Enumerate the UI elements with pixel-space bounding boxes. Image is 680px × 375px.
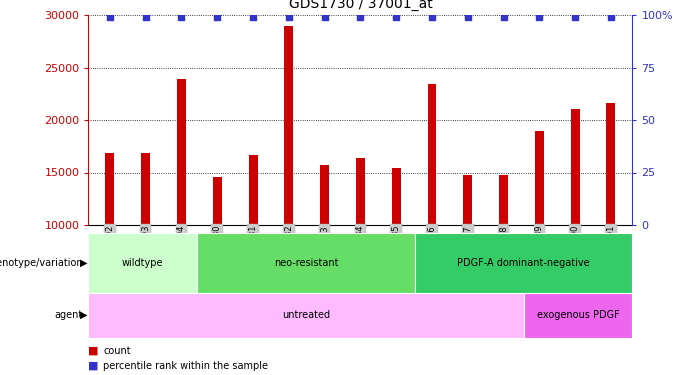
Point [498, 14, 509, 20]
Text: GSM34580: GSM34580 [213, 225, 222, 270]
Text: untreated: untreated [282, 310, 330, 320]
Point [248, 14, 258, 20]
Bar [499, 175, 508, 225]
Text: GSM34584: GSM34584 [356, 225, 365, 270]
Text: PDGF-A dominant-negative: PDGF-A dominant-negative [457, 258, 590, 267]
Point [211, 14, 222, 20]
Text: neo-resistant: neo-resistant [274, 258, 338, 267]
Text: GSM34582: GSM34582 [284, 225, 293, 270]
Bar [392, 168, 401, 225]
Bar [141, 153, 150, 225]
Bar [320, 165, 329, 225]
Point [462, 14, 473, 20]
Point [105, 14, 116, 20]
Point [605, 14, 616, 20]
Text: ■: ■ [88, 346, 103, 355]
Text: GSM34581: GSM34581 [248, 225, 258, 270]
Text: GSM34587: GSM34587 [463, 225, 473, 271]
Bar [284, 26, 293, 225]
Text: GSM34589: GSM34589 [535, 225, 544, 270]
Bar [524, 292, 632, 338]
Point [570, 14, 581, 20]
Bar [105, 153, 114, 225]
Point [426, 14, 437, 20]
Text: ■: ■ [88, 361, 103, 370]
Text: exogenous PDGF: exogenous PDGF [537, 310, 619, 320]
Bar [88, 292, 524, 338]
Bar [535, 130, 544, 225]
Text: agent: agent [54, 310, 83, 320]
Bar [88, 232, 197, 292]
Bar [356, 158, 365, 225]
Text: genotype/variation: genotype/variation [0, 258, 83, 267]
Title: GDS1730 / 37001_at: GDS1730 / 37001_at [288, 0, 432, 11]
Text: GSM34591: GSM34591 [607, 225, 615, 270]
Text: GSM34590: GSM34590 [571, 225, 579, 270]
Text: GSM34594: GSM34594 [177, 225, 186, 270]
Text: GSM34593: GSM34593 [141, 225, 150, 270]
Text: ▶: ▶ [80, 258, 88, 267]
Bar [607, 103, 615, 225]
Text: GSM34592: GSM34592 [105, 225, 114, 270]
Text: GSM34586: GSM34586 [428, 225, 437, 271]
Text: ▶: ▶ [80, 310, 88, 320]
Text: GSM34588: GSM34588 [499, 225, 508, 271]
Bar [249, 154, 258, 225]
Point [319, 14, 330, 20]
Point [284, 14, 294, 20]
Text: GSM34583: GSM34583 [320, 225, 329, 271]
Point [391, 14, 402, 20]
Point [176, 14, 187, 20]
Point [140, 14, 151, 20]
Bar [463, 175, 472, 225]
Bar [428, 84, 437, 225]
Bar [571, 110, 579, 225]
Text: percentile rank within the sample: percentile rank within the sample [103, 361, 269, 370]
Bar [213, 177, 222, 225]
Bar [197, 232, 415, 292]
Text: GSM34585: GSM34585 [392, 225, 401, 270]
Bar [415, 232, 632, 292]
Text: wildtype: wildtype [122, 258, 164, 267]
Point [534, 14, 545, 20]
Bar [177, 79, 186, 225]
Text: count: count [103, 346, 131, 355]
Point [355, 14, 366, 20]
